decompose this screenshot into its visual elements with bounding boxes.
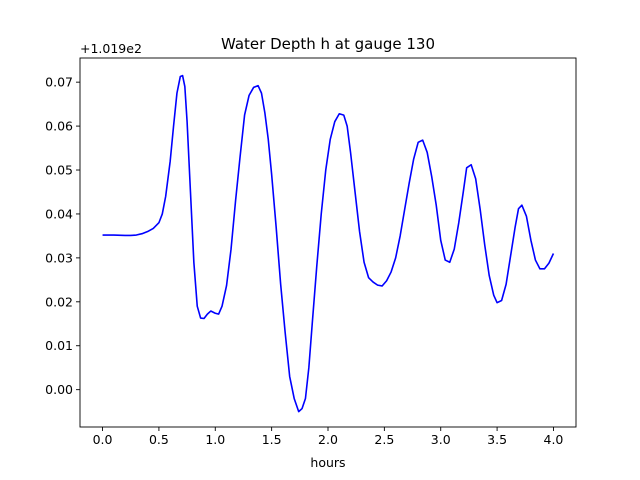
- axes-frame: [79, 57, 577, 428]
- x-tick-label: 0.5: [149, 432, 169, 447]
- y-tick-label: 0.03: [45, 250, 73, 265]
- y-tick-label: 0.07: [45, 75, 73, 90]
- y-tick-label: 0.06: [45, 119, 73, 134]
- x-tick-label: 1.5: [262, 432, 282, 447]
- y-tick-label: 0.02: [45, 294, 73, 309]
- y-tick-label: 0.00: [45, 382, 73, 397]
- plot-background: [80, 58, 576, 427]
- x-tick-label: 0.0: [93, 432, 113, 447]
- y-tick-label: 0.05: [45, 163, 73, 178]
- x-axis-label: hours: [310, 455, 345, 470]
- x-tick-label: 2.0: [318, 432, 338, 447]
- series-line-0: [102, 74, 555, 413]
- chart-title: Water Depth h at gauge 130: [221, 35, 435, 53]
- y-tick-label: 0.01: [45, 338, 73, 353]
- plot-area: 0.0 0.5 1.0 1.5 2.0 2.5 3.0 3.5 4.0 0.00 0.01 0.02 0…: [45, 57, 577, 447]
- x-tick-label: 3.5: [487, 432, 507, 447]
- x-tick-label: 2.5: [374, 432, 394, 447]
- x-tick-label: 3.0: [431, 432, 451, 447]
- x-tick-label: 1.0: [205, 432, 225, 447]
- x-tick-label: 4.0: [544, 432, 564, 447]
- y-axis-offset-text: +1.019e2: [80, 41, 142, 56]
- y-tick-label: 0.04: [45, 206, 73, 221]
